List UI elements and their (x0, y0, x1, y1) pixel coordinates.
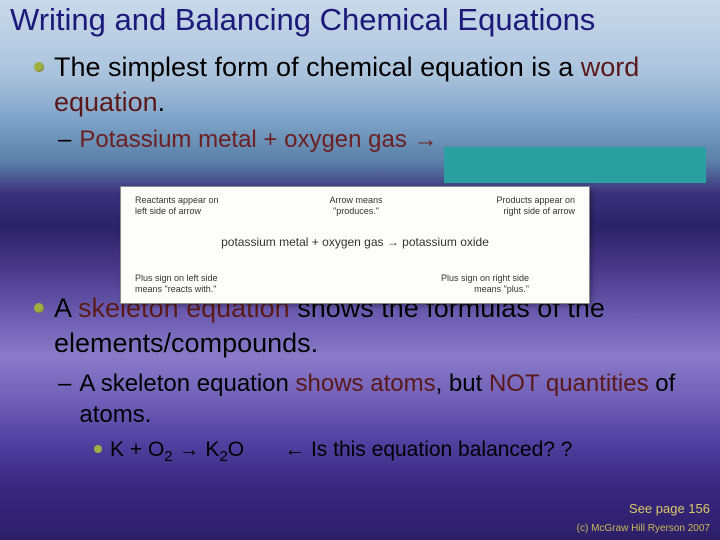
text: Is this equation balanced? ? (305, 438, 572, 461)
plus-right-label: Plus sign on right sidemeans "plus." (429, 273, 529, 295)
text: O (228, 438, 244, 461)
arrow-label: Arrow means"produces." (321, 195, 391, 217)
arrow-icon: ← (284, 438, 305, 461)
dash-icon: – (58, 368, 71, 399)
text: → K (173, 438, 220, 461)
text: The simplest form of chemical equation i… (54, 52, 573, 82)
emphasis-text: NOT quantities (489, 370, 649, 397)
dash-icon: – (58, 124, 71, 155)
copyright: (c) McGraw Hill Ryerson 2007 (577, 523, 710, 534)
text: , but (436, 370, 489, 397)
arrow-icon: → (414, 126, 438, 153)
text: K + O (110, 438, 164, 461)
bullet-icon (34, 62, 44, 72)
bullet-icon (94, 445, 102, 453)
text: A skeleton equation (79, 370, 295, 397)
plus-left-label: Plus sign on left sidemeans "reacts with… (135, 273, 235, 295)
text: Potassium metal + oxygen gas (79, 126, 413, 153)
bullet-1: The simplest form of chemical equation i… (34, 50, 706, 120)
products-label: Products appear onright side of arrow (485, 195, 575, 217)
page-reference: See page 156 (629, 501, 710, 516)
diagram-equation: potassium metal + oxygen gas → potassium… (121, 235, 589, 249)
reactants-label: Reactants appear onleft side of arrow (135, 195, 225, 217)
highlight-box (444, 147, 706, 183)
sub-bullet-2: – A skeleton equation shows atoms, but N… (58, 368, 706, 430)
sub-bullet-1-text: Potassium metal + oxygen gas → (79, 124, 437, 155)
sub-bullet-2-text: A skeleton equation shows atoms, but NOT… (79, 368, 706, 430)
slide-title: Writing and Balancing Chemical Equations (10, 2, 710, 38)
equation-diagram: Reactants appear onleft side of arrow Ar… (120, 186, 590, 304)
text: A (54, 293, 78, 323)
subscript: 2 (219, 448, 227, 465)
slide: Writing and Balancing Chemical Equations… (0, 0, 720, 540)
bullet-icon (34, 303, 44, 313)
subscript: 2 (164, 448, 172, 465)
emphasis-text: shows atoms (296, 370, 436, 397)
diagram-inner: Reactants appear onleft side of arrow Ar… (121, 187, 589, 303)
bullet-1-text: The simplest form of chemical equation i… (54, 50, 706, 120)
sub-sub-bullet-1: K + O2 → K2O← Is this equation balanced?… (94, 436, 706, 467)
text: . (158, 87, 166, 117)
sub-sub-bullet-1-text: K + O2 → K2O← Is this equation balanced?… (110, 436, 573, 467)
